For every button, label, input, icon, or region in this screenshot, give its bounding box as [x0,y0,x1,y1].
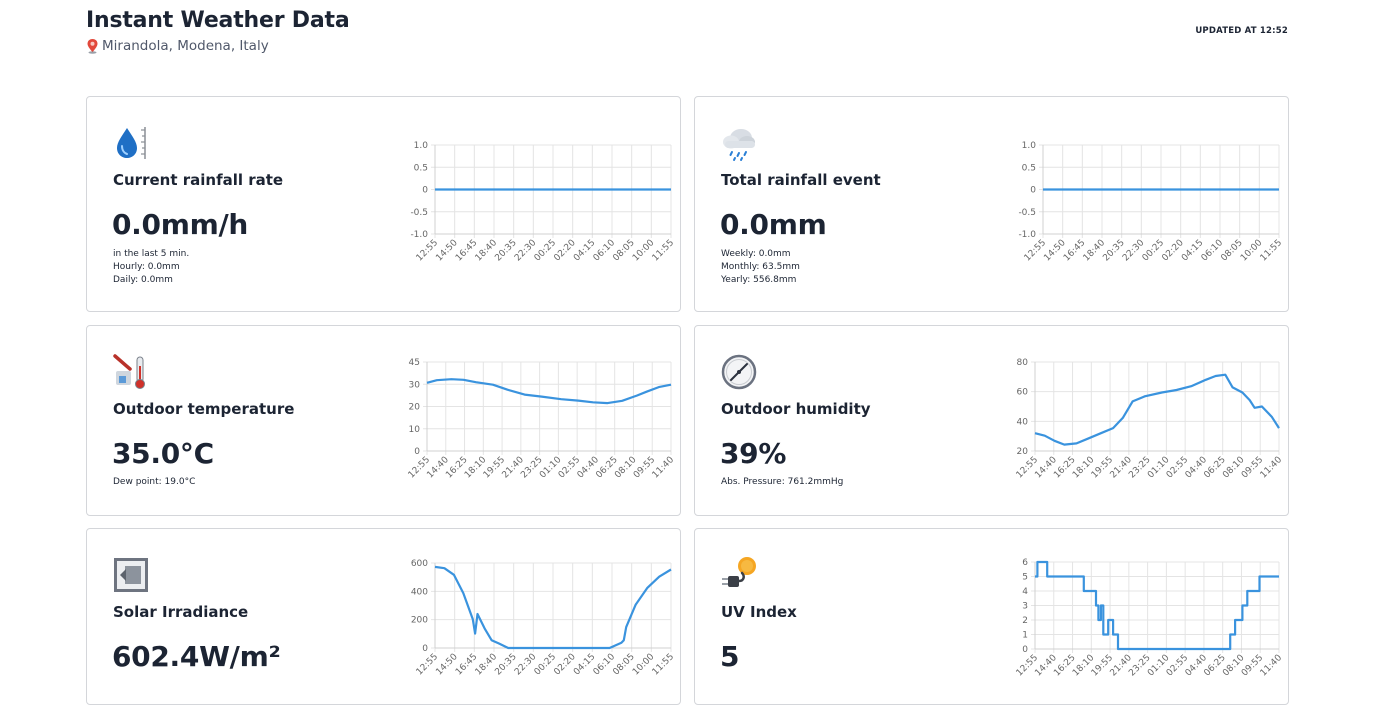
y-tick-label: 40 [1017,417,1029,427]
chart-grid [1039,144,1280,238]
chart-grid [1031,361,1280,455]
card-total-rainfall: Total rainfall event 0.0mm Weekly: 0.0mm… [694,96,1289,312]
y-tick-label: -0.5 [410,208,428,218]
card-value: 39% [720,437,787,470]
thermometer-icon [113,354,145,389]
y-tick-label: 10 [409,425,421,435]
y-tick-label: 0.5 [414,163,428,173]
card-value: 602.4W/m² [112,640,281,673]
y-tick-label: 0 [1022,645,1028,655]
card-value: 0.0mm [720,208,827,241]
y-tick-label: 0.5 [1022,163,1036,173]
y-tick-label: 0 [1030,186,1036,196]
detail-line: in the last 5 min. [113,249,190,259]
chart-grid [431,144,672,238]
x-tick-label: 11:40 [651,455,677,481]
total-rainfall-chart: 1.00.50-0.5-1.012:5514:5016:4518:4020:35… [1018,141,1284,263]
solar-irradiance-chart: 600400200012:5514:5016:4518:4020:3522:30… [411,559,676,677]
y-tick-label: 3 [1022,602,1028,612]
card-outdoor-humidity: Outdoor humidity 39% Abs. Pressure: 761.… [694,325,1289,516]
y-tick-label: 0 [422,186,428,196]
y-tick-label: 80 [1017,358,1029,368]
y-tick-label: 600 [411,559,428,569]
series-line [1035,560,1279,651]
x-tick-label: 11:55 [1259,238,1284,263]
card-value: 0.0mm/h [112,208,249,241]
detail-line: Monthly: 63.5mm [721,262,800,272]
temperature-chart: 45302010012:5514:4016:2518:1019:5521:402… [407,358,677,481]
hygrometer-gauge-icon [721,354,757,390]
card-label: Outdoor temperature [113,400,295,418]
y-tick-label: -1.0 [1018,230,1036,240]
detail-line: Hourly: 0.0mm [113,262,180,272]
card-label: Current rainfall rate [113,171,284,189]
card-value: 35.0°C [112,437,214,470]
y-tick-label: -1.0 [410,230,428,240]
y-tick-label: 400 [411,587,428,597]
series-line [434,565,672,650]
y-tick-label: 4 [1022,587,1028,597]
detail-line: Daily: 0.0mm [113,275,173,285]
detail-line: Weekly: 0.0mm [721,249,791,259]
sun-plug-icon [722,557,756,587]
detail-line: Abs. Pressure: 761.2mmHg [721,477,844,487]
rainfall-rate-chart: 1.00.50-0.5-1.012:5514:5016:4518:4020:35… [410,141,676,263]
card-details: Abs. Pressure: 761.2mmHg [721,476,843,489]
y-tick-label: 45 [409,358,420,368]
x-tick-label: 11:40 [1259,653,1285,679]
card-details: in the last 5 min. Hourly: 0.0mm Daily: … [113,248,189,287]
chart-grid [423,361,672,455]
x-tick-label: 11:55 [651,652,676,677]
y-tick-label: 20 [1017,447,1029,457]
y-tick-label: 1 [1022,631,1028,641]
y-tick-label: 0 [422,644,428,654]
card-uv-index: UV Index 5 6 5 4 3 2 1 0 12:55 14:40 16:25 18:10 19… [694,528,1289,705]
card-label: Solar Irradiance [113,603,249,621]
x-tick-label: 11:40 [1259,455,1285,481]
detail-line: Yearly: 556.8mm [721,275,797,285]
y-tick-label: 0 [414,447,420,457]
location: Mirandola, Modena, Italy [86,38,269,54]
page-header: Instant Weather Data Mirandola, Modena, … [86,6,1290,66]
series-line [426,378,672,405]
location-text: Mirandola, Modena, Italy [102,38,269,54]
page-title: Instant Weather Data [86,8,350,33]
y-tick-label: 2 [1022,616,1028,626]
series-line [1034,373,1280,446]
card-label: Outdoor humidity [721,400,871,418]
updated-timestamp: UPDATED AT 12:52 [1195,26,1288,36]
rain-cloud-icon [723,129,755,161]
y-tick-label: 1.0 [414,141,429,151]
card-details: Weekly: 0.0mm Monthly: 63.5mm Yearly: 55… [721,248,800,287]
x-tick-label: 11:55 [651,238,676,263]
card-value: 5 [720,640,740,673]
card-label: UV Index [721,603,797,621]
y-tick-label: 1.0 [1022,141,1037,151]
y-tick-label: 20 [409,403,421,413]
y-tick-label: 5 [1022,573,1028,583]
card-label: Total rainfall event [721,171,881,189]
y-tick-label: 30 [409,380,421,390]
uv-index-chart: 654321012:5514:4016:2518:1019:5521:4023:… [1015,558,1285,679]
humidity-chart: 8060402012:5514:4016:2518:1019:5521:4023… [1015,358,1285,481]
card-rainfall-rate: Current rainfall rate 0.0mm/h in the las… [86,96,681,312]
y-tick-label: 200 [411,616,428,626]
detail-line: Dew point: 19.0°C [113,477,196,487]
y-tick-label: 60 [1017,388,1029,398]
y-tick-label: -0.5 [1018,208,1036,218]
raindrop-gauge-icon [117,127,146,159]
card-outdoor-temperature: Outdoor temperature 35.0°C Dew point: 19… [86,325,681,516]
location-pin-icon [87,39,98,54]
card-details: Dew point: 19.0°C [113,476,195,489]
card-solar-irradiance: Solar Irradiance 602.4W/m² 600 400 200 0 12:… [86,528,681,705]
solar-panel-icon [114,558,148,592]
y-tick-label: 6 [1022,558,1028,568]
